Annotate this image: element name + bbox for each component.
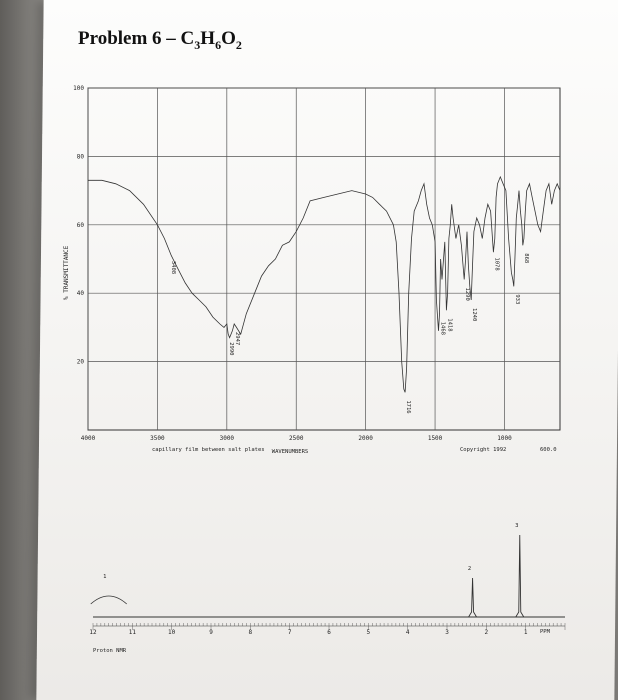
ir-peak-label: 2947 — [234, 332, 240, 345]
ir-y-tick-label: 80 — [77, 153, 85, 160]
ir-peak-label: 2990 — [228, 342, 234, 355]
nmr-sharp-peak — [468, 577, 477, 618]
nmr-x-axis-ticks: 12 11 10 9 8 7 6 5 4 3 2 1 — [89, 629, 527, 636]
nmr-x-tick-label: 11 — [129, 629, 137, 636]
ir-peak-label: 933 — [514, 294, 520, 304]
nmr-minor-ticks — [92, 623, 566, 630]
page-title: Problem 6 – C3H6O2 — [78, 28, 242, 52]
ir-spectrum-chart: 4000 3500 3000 2500 2000 1500 1000 100 80 60 40 20… — [63, 85, 561, 455]
nmr-x-tick-label: 4 — [406, 629, 410, 636]
nmr-x-tick-label: 3 — [445, 629, 449, 636]
ir-x-tick-label: 4000 — [81, 435, 96, 442]
ir-plot-frame — [87, 87, 561, 431]
ir-x-tick-label: 3000 — [220, 435, 235, 442]
nmr-x-tick-label: 7 — [288, 629, 292, 636]
ir-x-tick-label: 2500 — [289, 435, 304, 442]
ir-x-tick-label: 3500 — [150, 435, 165, 442]
ir-y-tick-label: 20 — [77, 359, 85, 366]
nmr-x-axis-label: PPM — [540, 629, 551, 635]
ir-y-axis-ticks: 100 80 60 40 20 — [73, 85, 84, 366]
ir-x-tick-label: 1500 — [428, 435, 443, 442]
ir-x-tick-label: 1000 — [497, 435, 512, 442]
nmr-x-tick-label: 12 — [89, 629, 97, 636]
ir-caption: capillary film between salt plates — [152, 447, 265, 453]
nmr-x-tick-label: 5 — [367, 629, 371, 636]
ir-x-axis-ticks: 4000 3500 3000 2500 2000 1500 1000 — [81, 435, 512, 442]
ir-x-axis-label: WAVENUMBERS — [272, 449, 308, 455]
nmr-sharp-peak — [515, 534, 525, 618]
ir-copyright: Copyright 1992 — [460, 447, 506, 453]
nmr-x-tick-label: 9 — [209, 629, 213, 636]
ir-peak-label: 1468 — [440, 322, 446, 335]
ir-gridlines — [87, 87, 560, 430]
nmr-x-tick-label: 1 — [524, 629, 528, 636]
ir-y-tick-label: 40 — [77, 290, 85, 297]
ir-peak-label: 3408 — [170, 261, 176, 274]
nmr-x-tick-label: 10 — [168, 629, 176, 636]
ir-peak-label: 868 — [523, 253, 529, 263]
nmr-integration-label: 2 — [468, 566, 471, 572]
nmr-spectrum-chart: 12 11 10 9 8 7 6 5 4 3 2 1 123 PPM Proton NMR — [89, 523, 566, 654]
nmr-x-tick-label: 2 — [485, 629, 489, 636]
ir-peak-label: 1418 — [446, 318, 452, 331]
ir-peak-label: 1078 — [494, 257, 500, 270]
ir-y-axis-label: % TRANSMITTANCE — [63, 245, 70, 300]
ir-spectrum-line — [88, 175, 561, 393]
ir-end-label: 600.0 — [540, 447, 557, 453]
ir-x-tick-label: 2000 — [358, 435, 373, 442]
ir-y-tick-label: 60 — [77, 222, 85, 229]
nmr-integration-label: 1 — [103, 574, 106, 580]
nmr-caption: Proton NMR — [93, 648, 127, 654]
ir-y-tick-label: 100 — [73, 85, 84, 92]
ir-peak-label: 1290 — [464, 288, 470, 301]
nmr-x-tick-label: 6 — [327, 629, 331, 636]
nmr-integration-label: 3 — [515, 523, 518, 529]
nmr-broad-peak — [90, 595, 127, 605]
ir-peak-label: 1716 — [405, 400, 411, 413]
ir-peak-label: 1240 — [471, 308, 477, 321]
nmr-x-tick-label: 8 — [249, 629, 253, 636]
nmr-peaks: 1 2 3 — [90, 523, 525, 618]
